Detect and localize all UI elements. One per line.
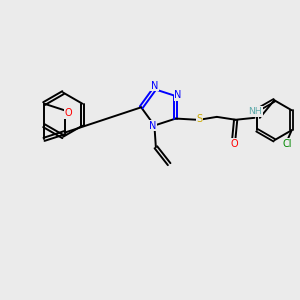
Text: NH: NH xyxy=(248,107,262,116)
Text: O: O xyxy=(230,139,238,149)
Text: O: O xyxy=(65,108,72,118)
Text: Cl: Cl xyxy=(283,139,292,149)
Text: S: S xyxy=(196,114,203,124)
Text: N: N xyxy=(151,81,158,91)
Text: N: N xyxy=(149,121,157,130)
Text: N: N xyxy=(175,91,182,100)
